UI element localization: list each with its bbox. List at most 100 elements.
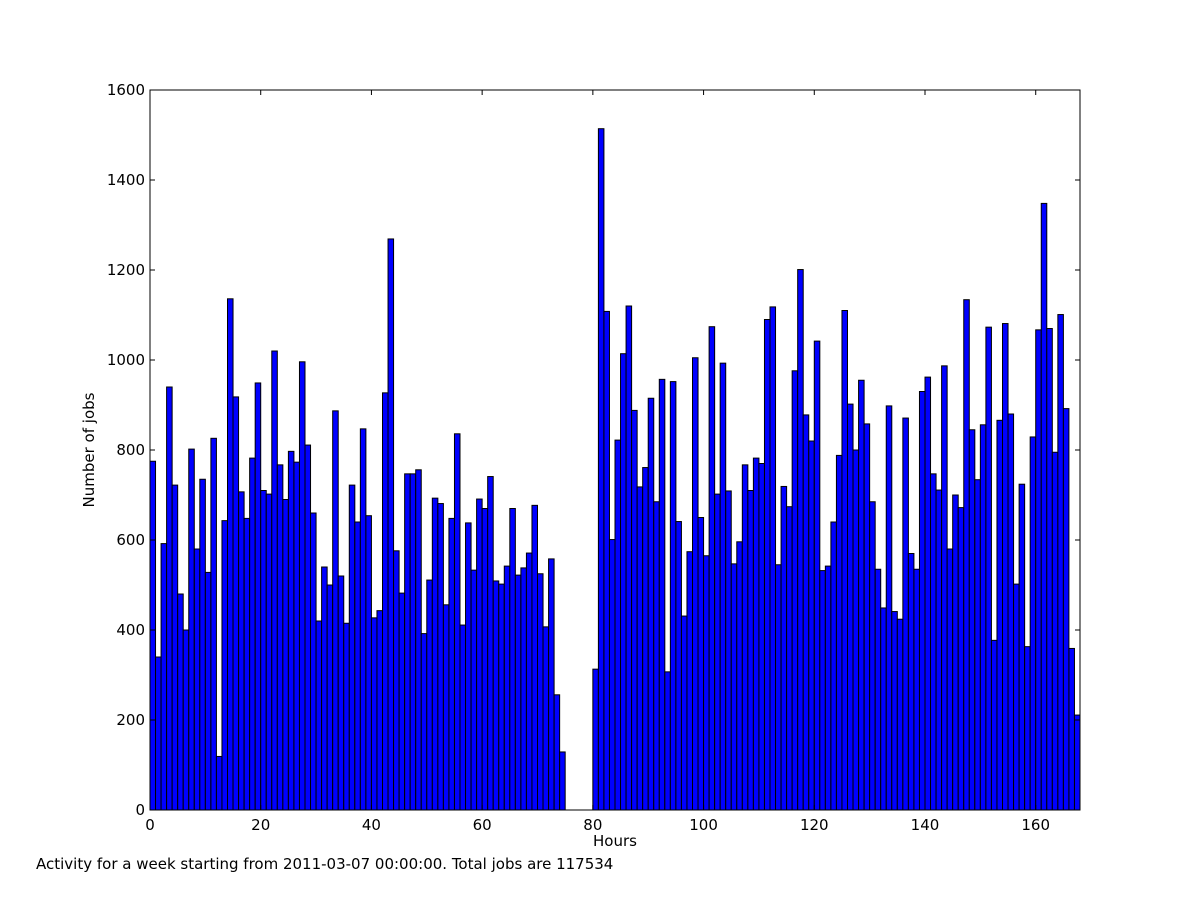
bar-hour-50 <box>426 579 433 811</box>
bar-hour-35 <box>343 622 350 811</box>
bar-hour-109 <box>752 457 760 811</box>
bar-hour-41 <box>376 610 384 811</box>
bar-hour-0 <box>149 460 157 811</box>
bar-hour-117 <box>797 269 804 811</box>
bar-hour-135 <box>896 618 904 811</box>
bar-hour-44 <box>393 550 400 811</box>
bar-hour-164 <box>1057 314 1064 811</box>
bar-hour-68 <box>525 552 533 811</box>
bar-hour-46 <box>404 473 411 811</box>
bar-hour-115 <box>786 506 793 811</box>
bar-hour-64 <box>503 565 511 811</box>
bar-hour-97 <box>686 551 694 811</box>
bar-hour-127 <box>852 449 860 811</box>
bar-hour-131 <box>874 568 882 811</box>
x-tick-label: 20 <box>251 816 270 834</box>
bar-hour-56 <box>459 624 467 811</box>
bar-hour-37 <box>354 521 361 811</box>
bar-hour-6 <box>182 629 190 811</box>
bar-hour-101 <box>708 326 716 811</box>
bar-hour-73 <box>553 694 561 811</box>
bar-hour-5 <box>177 593 184 811</box>
y-axis-label: Number of jobs <box>80 392 98 507</box>
bar-hour-55 <box>453 433 461 811</box>
bar-hour-134 <box>891 611 898 811</box>
bar-hour-94 <box>669 381 677 811</box>
bar-hour-102 <box>714 493 721 811</box>
bar-hour-90 <box>647 397 655 811</box>
bar-hour-12 <box>215 755 223 811</box>
bar-hour-36 <box>348 484 356 811</box>
bar-hour-24 <box>282 499 289 811</box>
bar-hour-81 <box>597 128 605 811</box>
bar-hour-156 <box>1013 583 1020 811</box>
bar-hour-59 <box>476 498 483 811</box>
bar-hour-53 <box>442 604 450 811</box>
x-tick-label: 0 <box>145 816 155 834</box>
bar-hour-113 <box>775 564 782 811</box>
bar-hour-151 <box>985 326 992 811</box>
bar-hour-18 <box>249 457 256 811</box>
axis-tick-labels: 0 20 40 60 80 100 120 140 1600200400600800100012… <box>107 81 1050 834</box>
bar-hour-128 <box>858 379 865 811</box>
bar-hour-107 <box>741 464 749 811</box>
bar-hour-159 <box>1029 436 1037 811</box>
bar-hour-71 <box>542 626 550 811</box>
bar-hour-89 <box>642 467 649 811</box>
bar-hour-54 <box>448 517 455 811</box>
bar-hour-120 <box>813 340 821 811</box>
bar-hour-143 <box>941 365 948 811</box>
bar-hour-58 <box>470 569 478 811</box>
bar-hour-60 <box>481 508 489 811</box>
bar-hour-103 <box>719 362 727 811</box>
bar-hour-92 <box>658 378 666 811</box>
bar-hour-125 <box>841 310 849 811</box>
bar-hour-19 <box>254 382 262 811</box>
bar-hour-52 <box>437 503 444 811</box>
bar-hour-145 <box>952 494 959 811</box>
bar-hour-108 <box>747 490 754 811</box>
axis-ticks <box>149 89 1080 811</box>
bar-hour-62 <box>492 580 500 811</box>
bar-hour-80 <box>592 668 599 811</box>
bar-hour-98 <box>692 357 699 811</box>
bar-hour-162 <box>1046 328 1053 811</box>
y-tick-label: 800 <box>116 441 145 459</box>
bar-hour-91 <box>653 501 660 811</box>
bar-hour-153 <box>996 419 1004 811</box>
bar-hour-138 <box>913 568 920 811</box>
bar-hour-158 <box>1024 646 1031 811</box>
bar-hour-27 <box>298 361 306 811</box>
bar-hour-122 <box>824 565 832 811</box>
bar-hour-93 <box>664 671 671 811</box>
bar-hour-33 <box>332 410 339 811</box>
bar-hour-166 <box>1068 647 1075 811</box>
bar-hour-82 <box>603 310 610 811</box>
y-tick-label: 1200 <box>107 261 145 279</box>
bar-hour-136 <box>902 417 909 811</box>
bar-hour-11 <box>210 437 217 811</box>
bar-hour-86 <box>625 305 633 811</box>
bar-hour-3 <box>166 386 173 811</box>
bar-hour-45 <box>398 592 406 811</box>
bar-series <box>149 128 1081 811</box>
x-tick-label: 40 <box>362 816 381 834</box>
x-tick-label: 160 <box>1021 816 1050 834</box>
bar-hour-144 <box>946 548 954 811</box>
bar-hour-133 <box>885 405 893 811</box>
bar-hour-66 <box>514 574 522 811</box>
y-tick-label: 600 <box>116 531 145 549</box>
bar-hour-8 <box>193 548 201 811</box>
bar-hour-14 <box>227 298 234 811</box>
bar-hour-34 <box>337 575 345 811</box>
bar-hour-20 <box>260 490 267 811</box>
bar-hour-28 <box>304 444 312 811</box>
bar-hour-96 <box>680 615 688 811</box>
bar-hour-157 <box>1018 483 1026 811</box>
x-tick-label: 120 <box>800 816 829 834</box>
bar-hour-70 <box>537 573 544 811</box>
y-tick-label: 1000 <box>107 351 145 369</box>
bar-hour-137 <box>907 553 915 811</box>
bar-hour-69 <box>531 504 539 811</box>
bar-hour-165 <box>1062 408 1070 811</box>
